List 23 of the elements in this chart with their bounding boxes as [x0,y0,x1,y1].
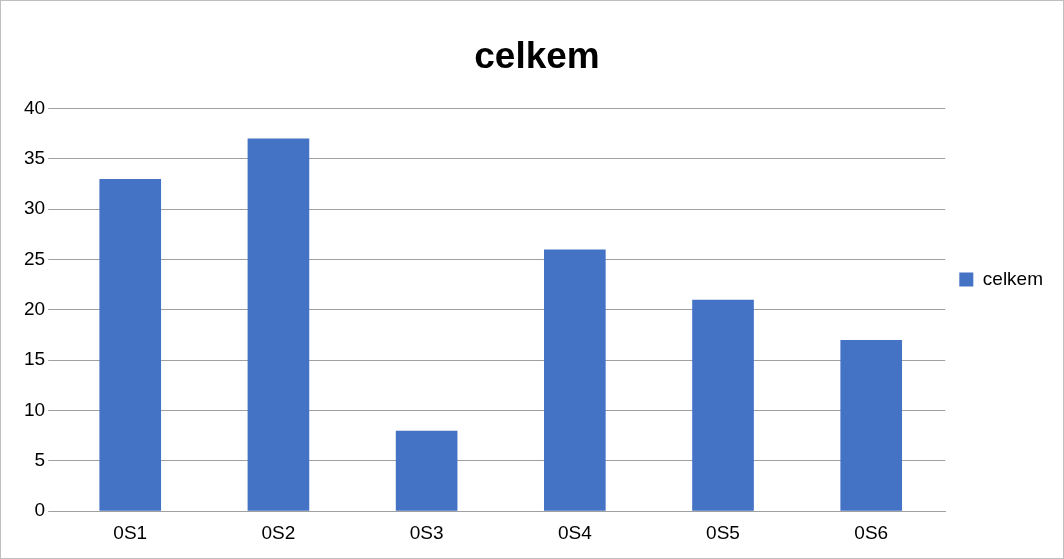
bar [544,249,606,511]
x-tick-label: 0S5 [706,521,740,543]
bar [99,178,162,511]
x-tick-label: 0S2 [261,521,296,543]
y-tick-label: 30 [23,197,46,219]
y-tick-label: 35 [23,146,46,168]
legend-label: celkem [982,267,1044,289]
x-tick-label: 0S6 [854,521,889,543]
y-tick-label: 0 [34,499,46,521]
bar [247,138,310,511]
bar [395,430,458,511]
y-tick-label: 20 [23,298,46,320]
y-tick-label: 10 [23,398,46,420]
y-tick-label: 25 [23,247,46,269]
x-tick-label: 0S4 [557,521,593,543]
y-tick-label: 15 [23,348,46,370]
y-tick-label: 40 [23,96,46,118]
bar [840,340,903,511]
bar [692,299,754,511]
x-tick-label: 0S1 [113,521,148,543]
chart-title: celkem [474,35,600,77]
y-tick-label: 5 [34,449,46,471]
x-tick-label: 0S3 [409,521,444,543]
